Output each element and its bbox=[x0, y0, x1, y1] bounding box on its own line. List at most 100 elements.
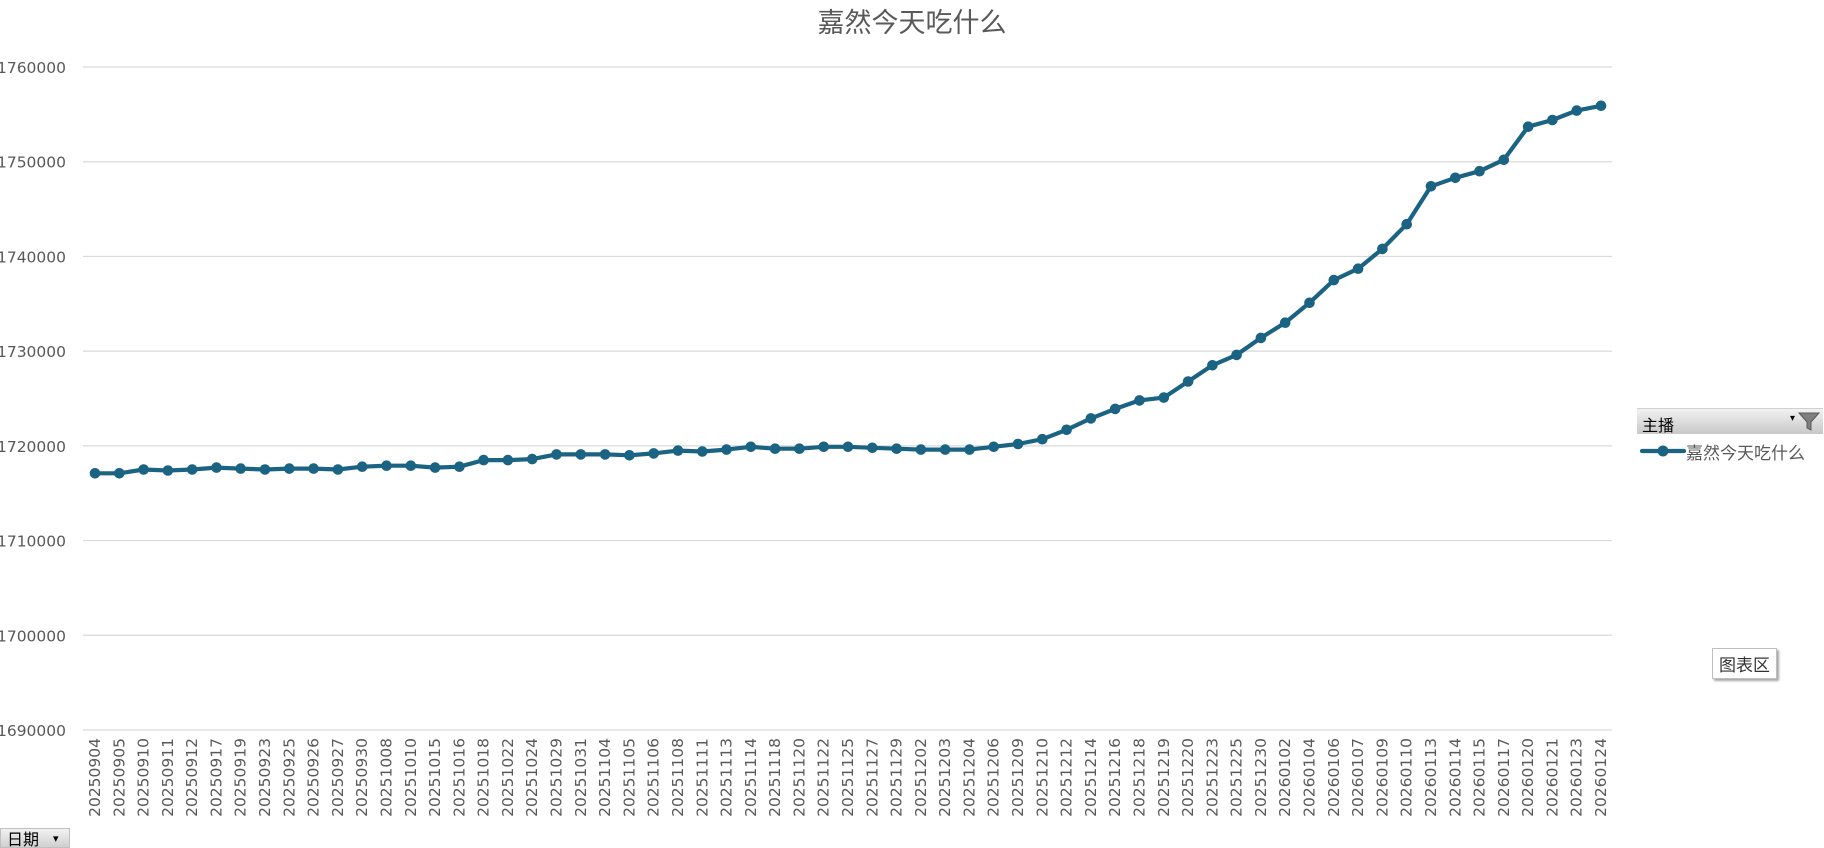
x-tick-label: 20260121 bbox=[1543, 738, 1561, 817]
data-point[interactable] bbox=[284, 463, 295, 474]
data-point[interactable] bbox=[308, 463, 319, 474]
data-point[interactable] bbox=[551, 449, 562, 460]
data-point[interactable] bbox=[1255, 332, 1267, 344]
date-field-button[interactable]: 日期 ▾ bbox=[0, 828, 70, 848]
data-point[interactable] bbox=[138, 464, 149, 475]
data-point[interactable] bbox=[454, 461, 465, 473]
x-tick-label: 20250905 bbox=[110, 738, 128, 817]
x-tick-label: 20260117 bbox=[1495, 738, 1513, 817]
data-point[interactable] bbox=[818, 441, 829, 453]
data-point[interactable] bbox=[186, 464, 198, 475]
data-point[interactable] bbox=[429, 462, 441, 473]
x-tick-label: 20251104 bbox=[596, 738, 614, 817]
data-point[interactable] bbox=[1595, 100, 1607, 112]
chevron-down-icon[interactable]: ▾ bbox=[1790, 413, 1796, 424]
x-tick-label: 20251029 bbox=[548, 738, 566, 817]
x-tick-label: 20250912 bbox=[183, 738, 201, 817]
legend-field-header[interactable]: 主播 ▾ bbox=[1637, 408, 1823, 435]
data-point[interactable] bbox=[1401, 218, 1412, 230]
data-point[interactable] bbox=[235, 463, 246, 474]
data-point[interactable] bbox=[842, 441, 854, 453]
data-point[interactable] bbox=[721, 444, 732, 455]
date-field-label: 日期 bbox=[7, 830, 40, 848]
data-point[interactable] bbox=[964, 444, 975, 455]
legend-label: 嘉然今天吃什么 bbox=[1686, 443, 1805, 464]
x-tick-label: 20251113 bbox=[718, 738, 736, 817]
data-point[interactable] bbox=[697, 446, 708, 457]
data-point[interactable] bbox=[381, 460, 392, 472]
x-tick-label: 20250925 bbox=[280, 738, 298, 817]
data-point[interactable] bbox=[1328, 274, 1340, 286]
data-point[interactable] bbox=[1450, 172, 1461, 184]
chevron-down-icon[interactable]: ▾ bbox=[53, 832, 59, 845]
x-tick-label: 20251129 bbox=[888, 738, 906, 817]
legend-header-label: 主播 bbox=[1642, 416, 1675, 435]
data-point[interactable] bbox=[162, 465, 174, 476]
data-point[interactable] bbox=[1012, 438, 1024, 450]
data-point[interactable] bbox=[1085, 413, 1097, 424]
data-point[interactable] bbox=[405, 460, 417, 472]
data-point[interactable] bbox=[1474, 165, 1485, 177]
data-point[interactable] bbox=[745, 441, 757, 453]
data-point[interactable] bbox=[988, 441, 999, 453]
data-point[interactable] bbox=[478, 454, 489, 466]
data-point[interactable] bbox=[867, 442, 878, 454]
x-tick-label: 20250910 bbox=[135, 738, 153, 817]
gridlines bbox=[83, 66, 1612, 731]
data-point[interactable] bbox=[1279, 317, 1291, 329]
data-point[interactable] bbox=[1571, 105, 1582, 116]
x-tick-label: 20251219 bbox=[1155, 738, 1173, 817]
y-tick-label: 1700000 bbox=[0, 627, 66, 645]
data-point[interactable] bbox=[1425, 181, 1437, 192]
data-point[interactable] bbox=[915, 444, 927, 455]
x-tick-label: 20260123 bbox=[1568, 738, 1586, 817]
legend-entry: 嘉然今天吃什么 bbox=[1640, 440, 1805, 464]
data-point[interactable] bbox=[1547, 114, 1558, 126]
x-tick-label: 20251225 bbox=[1228, 738, 1246, 817]
data-point[interactable] bbox=[1182, 376, 1194, 387]
x-tick-label: 20251018 bbox=[475, 738, 493, 817]
data-point[interactable] bbox=[526, 453, 538, 465]
x-tick-label: 20251202 bbox=[912, 738, 930, 817]
data-point[interactable] bbox=[1522, 121, 1534, 132]
data-point[interactable] bbox=[575, 449, 587, 460]
data-point[interactable] bbox=[624, 450, 635, 461]
data-point[interactable] bbox=[1231, 349, 1242, 361]
data-point[interactable] bbox=[1498, 154, 1510, 166]
data-point[interactable] bbox=[1158, 392, 1170, 403]
data-point[interactable] bbox=[599, 449, 611, 460]
data-point[interactable] bbox=[1304, 297, 1315, 309]
data-point[interactable] bbox=[1134, 395, 1145, 406]
x-tick-label: 20251024 bbox=[523, 738, 541, 817]
data-point[interactable] bbox=[259, 464, 271, 475]
data-point[interactable] bbox=[211, 462, 222, 473]
data-point[interactable] bbox=[356, 461, 368, 473]
data-point[interactable] bbox=[769, 443, 781, 455]
data-point[interactable] bbox=[794, 443, 805, 455]
data-point[interactable] bbox=[502, 454, 514, 466]
data-point[interactable] bbox=[89, 468, 101, 479]
data-point[interactable] bbox=[1207, 360, 1218, 371]
data-point[interactable] bbox=[114, 468, 125, 479]
data-point[interactable] bbox=[1352, 263, 1364, 275]
data-point[interactable] bbox=[672, 445, 684, 456]
data-point[interactable] bbox=[1061, 424, 1072, 436]
data-point[interactable] bbox=[891, 443, 902, 455]
filter-icon[interactable] bbox=[1798, 412, 1820, 432]
x-tick-label: 20251111 bbox=[693, 738, 711, 817]
x-tick-label: 20251125 bbox=[839, 738, 857, 817]
data-point[interactable] bbox=[1109, 403, 1121, 415]
x-tick-label: 20250930 bbox=[353, 738, 371, 817]
x-tick-label: 20250923 bbox=[256, 738, 274, 817]
x-tick-label: 20250917 bbox=[207, 738, 225, 817]
series-layer bbox=[89, 100, 1607, 479]
x-tick-label: 20260113 bbox=[1422, 738, 1440, 817]
y-tick-label: 1740000 bbox=[0, 248, 66, 266]
data-point[interactable] bbox=[939, 444, 951, 455]
data-point[interactable] bbox=[1037, 433, 1048, 445]
x-tick-label: 20260109 bbox=[1373, 738, 1391, 817]
data-point[interactable] bbox=[648, 448, 659, 459]
data-point[interactable] bbox=[332, 464, 344, 475]
data-point[interactable] bbox=[1377, 243, 1388, 255]
x-tick-label: 20251212 bbox=[1058, 738, 1076, 817]
